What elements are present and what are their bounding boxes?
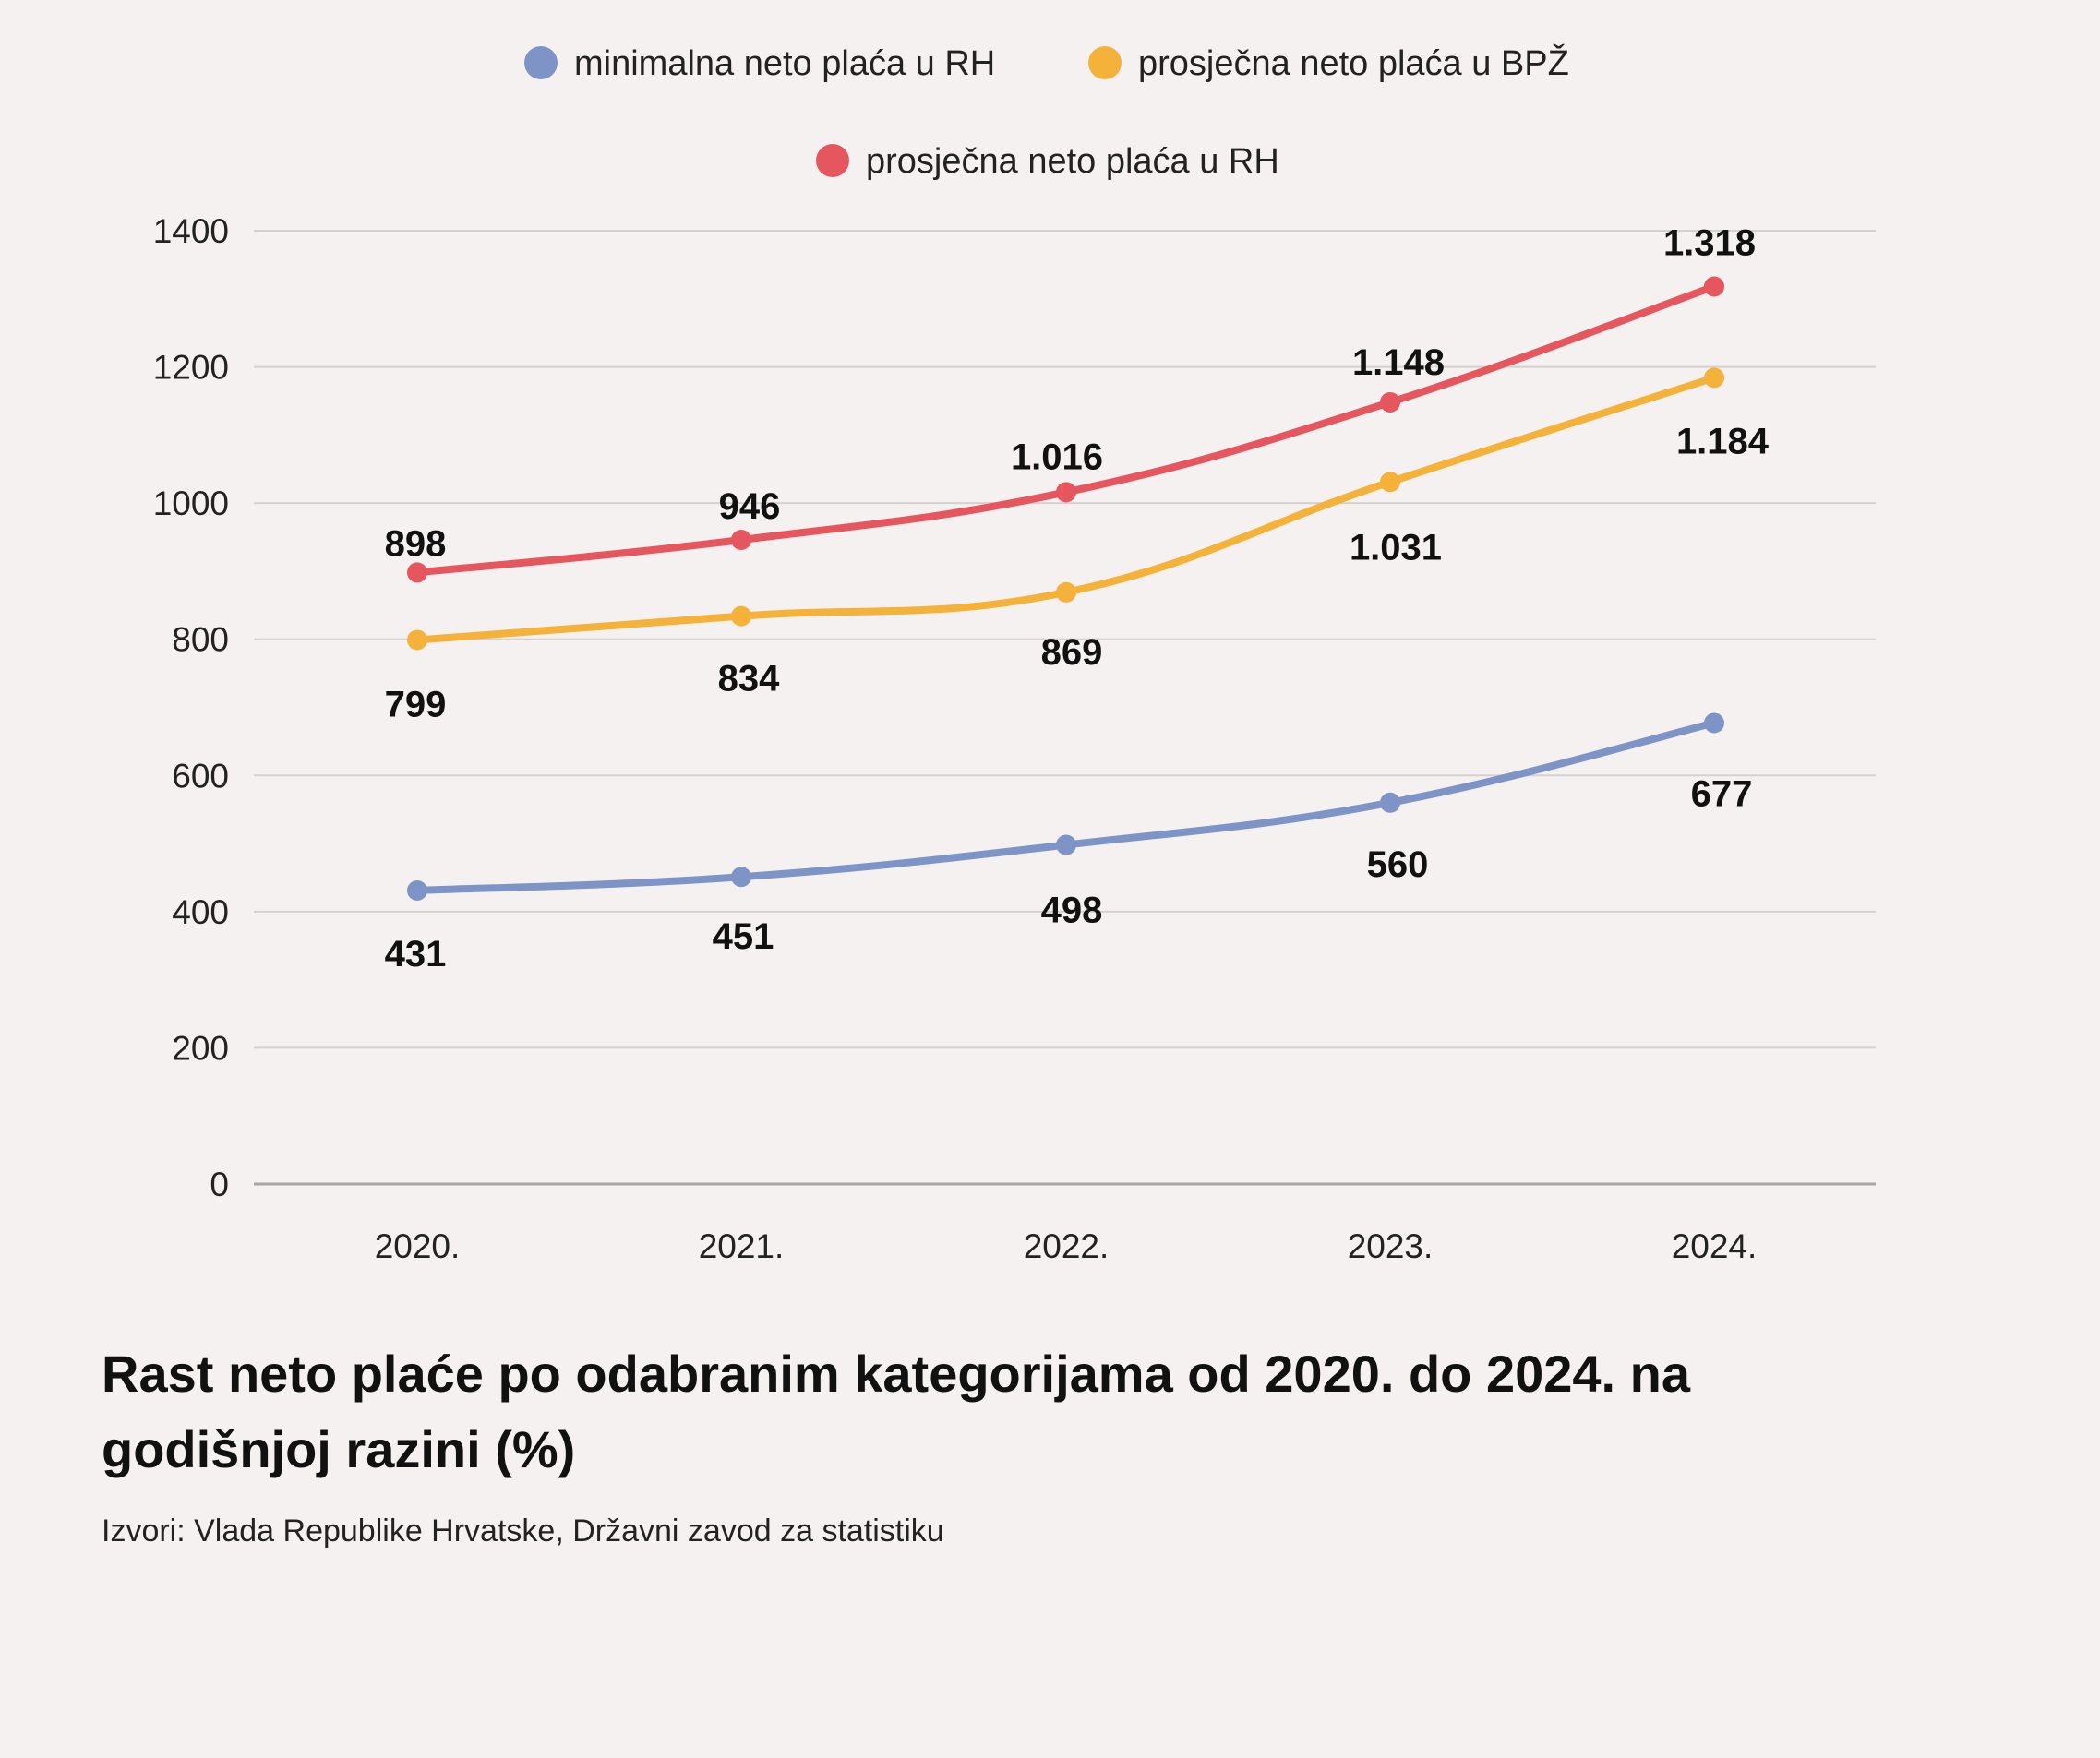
data-label: 1.318 [1663, 223, 1756, 264]
data-point[interactable] [1704, 712, 1724, 734]
y-tick-label: 200 [172, 1029, 229, 1067]
y-tick-label: 600 [172, 757, 229, 795]
data-label: 1.031 [1350, 527, 1442, 568]
legend-marker [816, 144, 849, 177]
data-point[interactable] [1704, 276, 1724, 297]
y-tick-label: 1400 [153, 212, 229, 250]
data-label: 431 [385, 934, 447, 975]
x-axis: 2020. 2021. 2022. 2023. 2024. [375, 1227, 1758, 1265]
x-tick-label: 2022. [1024, 1227, 1110, 1265]
data-label: 560 [1367, 844, 1429, 885]
data-labels: 431 451 498 560 677 799 834 869 1.031 1.184 898 946… [385, 223, 1770, 975]
data-point[interactable] [731, 867, 751, 888]
chart-source: Izvori: Vlada Republike Hrvatske, Državn… [102, 1513, 944, 1549]
x-tick-label: 2023. [1348, 1227, 1434, 1265]
data-point[interactable] [731, 529, 751, 550]
data-point[interactable] [407, 879, 427, 901]
data-point[interactable] [1380, 391, 1400, 413]
series-points [407, 276, 1724, 901]
legend-label: prosječna neto plaća u RH [866, 142, 1279, 181]
series-line [414, 719, 1718, 894]
data-label: 1.148 [1352, 342, 1445, 383]
gridlines [254, 230, 1876, 1186]
data-point[interactable] [407, 562, 427, 583]
y-tick-label: 1200 [153, 349, 229, 387]
data-point[interactable] [1056, 482, 1076, 503]
line-chart: minimalna neto plaća u RH prosječna neto … [153, 43, 1876, 1265]
data-point[interactable] [1056, 581, 1076, 603]
data-point[interactable] [731, 605, 751, 627]
data-label: 677 [1691, 773, 1753, 814]
data-label: 898 [385, 523, 447, 564]
legend-label: prosječna neto plaća u BPŽ [1138, 43, 1569, 83]
y-tick-label: 1000 [153, 484, 229, 522]
data-point[interactable] [1380, 792, 1400, 813]
legend-item[interactable]: minimalna neto plaća u RH [524, 44, 995, 83]
series-line [414, 282, 1718, 577]
data-label: 1.184 [1676, 421, 1770, 461]
chart-title: Rast neto plaće po odabranim kategorijam… [102, 1345, 1690, 1478]
data-label: 451 [713, 916, 774, 957]
data-label: 946 [719, 486, 781, 527]
data-label: 799 [385, 684, 447, 724]
x-tick-label: 2020. [375, 1227, 461, 1265]
legend-label: minimalna neto plaća u RH [574, 44, 995, 83]
data-point[interactable] [1704, 367, 1724, 389]
legend-item[interactable]: prosječna neto plaća u BPŽ [1088, 43, 1569, 83]
y-tick-label: 0 [210, 1166, 229, 1203]
data-label: 834 [718, 659, 780, 700]
legend: minimalna neto plaća u RH prosječna neto … [524, 43, 1569, 181]
y-tick-label: 400 [172, 893, 229, 931]
data-point[interactable] [407, 629, 427, 651]
data-label: 498 [1041, 891, 1103, 931]
legend-marker [524, 46, 558, 79]
legend-item[interactable]: prosječna neto plaća u RH [816, 142, 1279, 181]
data-label: 1.016 [1011, 437, 1103, 477]
legend-marker [1088, 46, 1122, 79]
data-point[interactable] [1056, 834, 1076, 855]
x-tick-label: 2021. [699, 1227, 785, 1265]
data-label: 869 [1041, 632, 1103, 673]
x-tick-label: 2024. [1672, 1227, 1758, 1265]
y-axis: 0 200 400 600 800 1000 1200 1400 [153, 212, 229, 1203]
y-tick-label: 800 [172, 621, 229, 659]
data-point[interactable] [1380, 472, 1400, 493]
